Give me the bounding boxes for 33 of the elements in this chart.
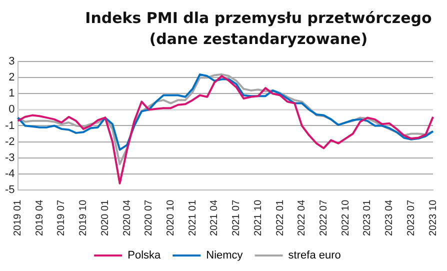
- x-tick-label: 2019 07: [56, 199, 68, 236]
- x-tick-label: 2020 10: [166, 199, 177, 236]
- y-tick-label: -3: [5, 152, 15, 164]
- x-tick-label: 2022 07: [318, 199, 330, 236]
- x-tick-label: 2023 07: [406, 199, 417, 236]
- y-tick-label: -2: [5, 136, 15, 148]
- y-tick-label: 0: [8, 104, 15, 116]
- x-tick-label: 2021 10: [252, 199, 264, 236]
- x-tick-label: 2021 04: [209, 199, 220, 236]
- x-tick-label: 2023 10: [428, 199, 439, 236]
- x-tick-label: 2019 01: [12, 199, 24, 236]
- x-tick-label: 2023 01: [362, 199, 374, 236]
- y-tick-label: -5: [5, 184, 15, 196]
- legend-label: Niemcy: [206, 250, 244, 262]
- x-tick-label: 2019 04: [34, 199, 46, 236]
- y-tick-label: 1: [8, 88, 15, 100]
- y-tick-label: 3: [8, 56, 15, 68]
- y-tick-label: -4: [5, 168, 15, 180]
- x-tick-label: 2022 10: [340, 199, 352, 236]
- legend-label: strefa euro: [288, 250, 341, 262]
- x-tick-label: 2021 01: [187, 199, 198, 236]
- y-tick-label: -1: [5, 120, 15, 132]
- x-tick-label: 2019 10: [78, 199, 90, 236]
- legend-label: Polska: [128, 250, 162, 262]
- y-tick-label: 2: [8, 72, 15, 84]
- x-tick-label: 2020 04: [122, 199, 133, 236]
- x-tick-label: 2020 01: [100, 199, 111, 236]
- chart-title: Indeks PMI dla przemysłu przetwórczego (dane zestandaryzowane): [84, 8, 433, 50]
- x-tick-label: 2023 04: [384, 199, 396, 236]
- x-tick-label: 2020 07: [144, 199, 155, 236]
- x-tick-label: 2022 01: [274, 199, 286, 236]
- x-tick-label: 2022 04: [296, 199, 308, 236]
- x-tick-label: 2021 07: [231, 199, 242, 236]
